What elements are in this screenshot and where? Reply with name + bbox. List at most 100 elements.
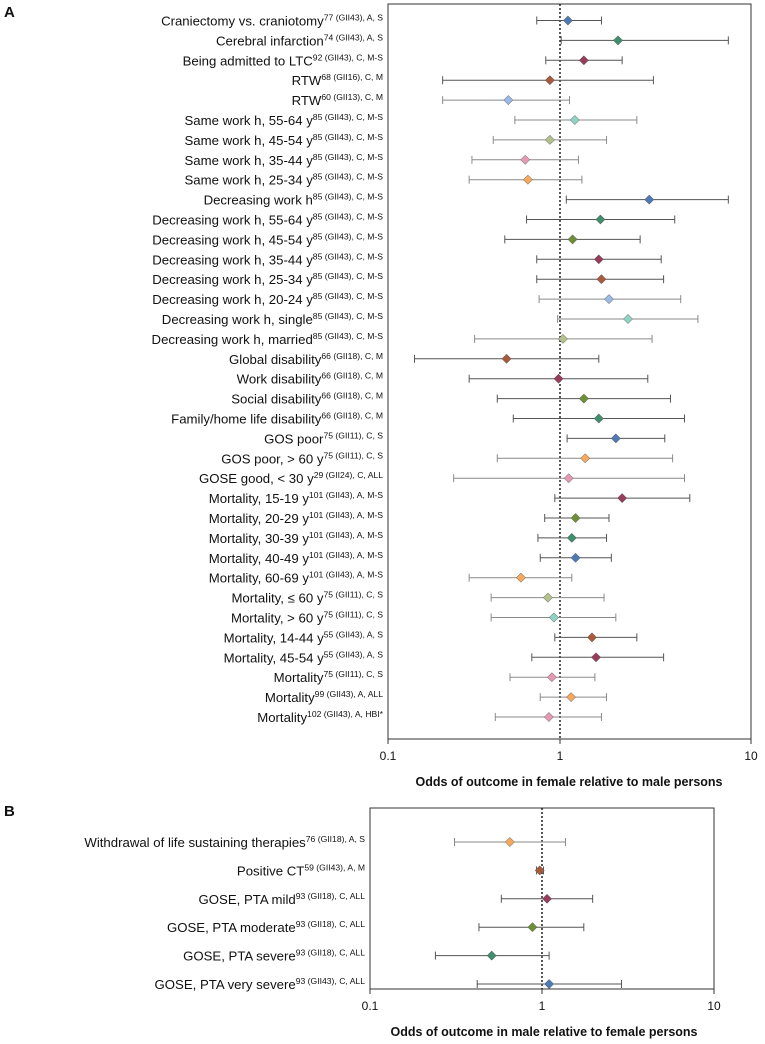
row-label-superscript: 66 (GII18), C, M [321, 391, 383, 401]
row-label: Mortality, 20-29 y101 (GII43), A, M-S [209, 510, 383, 526]
forest-row: Social disability66 (GII18), C, M [231, 391, 671, 407]
row-label-text: Mortality, 30-39 y [209, 531, 310, 546]
row-label-superscript: 85 (GII43), C, M-S [313, 132, 383, 142]
row-label: Mortality, 60-69 y101 (GII43), A, M-S [209, 570, 383, 586]
forest-row: Same work h, 35-44 y85 (GII43), C, M-S [185, 152, 579, 168]
forest-row: Decreasing work h, married85 (GII43), C,… [152, 331, 653, 347]
row-label-text: Decreasing work h, 55-64 y [152, 213, 313, 228]
forest-row: Mortality, 60-69 y101 (GII43), A, M-S [209, 570, 573, 586]
row-label-text: Work disability [237, 372, 322, 387]
point-estimate-marker [501, 353, 512, 364]
panel-a: A Craniectomy vs. craniotomy77 (GII43), … [4, 3, 758, 789]
forest-row: Decreasing work h, 55-64 y85 (GII43), C,… [152, 212, 676, 228]
row-label-superscript: 66 (GII18), C, M [321, 351, 383, 361]
row-label-text: Mortality, 14-44 y [224, 630, 325, 645]
row-label-text: Being admitted to LTC [183, 53, 314, 68]
forest-row: Decreasing work h85 (GII43), C, M-S [204, 192, 729, 208]
row-label-text: Mortality, 45-54 y [224, 650, 325, 665]
row-label-superscript: 85 (GII43), C, M-S [313, 192, 383, 202]
forest-row: GOS poor, > 60 y75 (GII11), C, S [221, 450, 674, 466]
row-label: Decreasing work h85 (GII43), C, M-S [204, 192, 384, 208]
panel-b-tick-label: 1 [539, 999, 546, 1013]
panel-b-x-axis: 0.1 1 10 Odds of outcome in male relativ… [362, 989, 721, 1039]
row-label-superscript: 74 (GII43), A, S [324, 32, 383, 42]
forest-row: Mortality99 (GII43), A, ALL [265, 689, 608, 705]
row-label: RTW60 (GII13), C, M [292, 92, 383, 108]
forest-row: Mortality102 (GII43), A, HBI* [257, 709, 602, 725]
row-label-superscript: 59 (GII43), A, M [304, 862, 365, 872]
panel-a-plot-frame [387, 3, 752, 740]
point-estimate-marker [595, 214, 606, 225]
forest-row: Mortality, 20-29 y101 (GII43), A, M-S [209, 510, 610, 526]
row-label-text: Family/home life disability [171, 412, 322, 427]
forest-row: Mortality, 45-54 y55 (GII43), A, S [224, 649, 665, 665]
point-estimate-marker [593, 413, 604, 424]
forest-row: Being admitted to LTC92 (GII43), C, M-S [183, 52, 623, 68]
panel-a-tick-label: 1 [557, 749, 564, 763]
panel-b-tick-label: 10 [707, 999, 721, 1013]
panel-a-rows: Craniectomy vs. craniotomy77 (GII43), A,… [152, 13, 729, 725]
row-label-superscript: 101 (GII43), A, M-S [309, 530, 383, 540]
row-label: Social disability66 (GII18), C, M [231, 391, 383, 407]
row-label-superscript: 85 (GII43), C, M-S [313, 271, 383, 281]
forest-row: Mortality, 40-49 y101 (GII43), A, M-S [209, 550, 612, 566]
row-label: Mortality, 45-54 y55 (GII43), A, S [224, 649, 384, 665]
row-label-text: GOSE, PTA mild [199, 892, 296, 907]
row-label-text: Cerebral infarction [216, 33, 324, 48]
row-label-superscript: 55 (GII43), A, S [324, 629, 383, 639]
panel-a-x-axis: 0.1 1 10 Odds of outcome in female relat… [380, 739, 758, 789]
row-label: Mortality75 (GII11), C, S [274, 669, 384, 685]
row-label: GOSE, PTA mild93 (GII18), C, ALL [199, 891, 366, 907]
row-label-superscript: 85 (GII43), C, M-S [313, 172, 383, 182]
row-label-superscript: 85 (GII43), C, M-S [313, 152, 383, 162]
row-label-superscript: 93 (GII18), C, ALL [296, 919, 365, 929]
forest-row: Decreasing work h, 20-24 y85 (GII43), C,… [152, 291, 682, 307]
row-label-superscript: 85 (GII43), C, M-S [313, 231, 383, 241]
row-label-superscript: 66 (GII18), C, M [321, 411, 383, 421]
row-label-superscript: 76 (GII18), A, S [306, 834, 365, 844]
point-estimate-marker [578, 393, 589, 404]
row-label-text: GOSE, PTA moderate [167, 920, 296, 935]
row-label-text: Same work h, 35-44 y [185, 153, 314, 168]
row-label: Decreasing work h, 55-64 y85 (GII43), C,… [152, 212, 383, 228]
row-label-text: Global disability [229, 352, 322, 367]
row-label-superscript: 68 (GII16), C, M [321, 72, 383, 82]
forest-row: RTW60 (GII13), C, M [292, 92, 570, 108]
row-label-superscript: 66 (GII18), C, M [321, 371, 383, 381]
row-label: Mortality, 15-19 y101 (GII43), A, M-S [209, 490, 383, 506]
forest-row: RTW68 (GII16), C, M [292, 72, 654, 88]
row-label-text: Social disability [231, 392, 322, 407]
row-label-superscript: 85 (GII43), C, M-S [313, 291, 383, 301]
panel-b-x-axis-title: Odds of outcome in male relative to fema… [390, 1025, 697, 1039]
forest-row: GOSE, PTA mild93 (GII18), C, ALL [199, 891, 594, 907]
forest-row: Positive CT59 (GII43), A, M [237, 862, 545, 878]
row-label-text: Mortality [274, 670, 324, 685]
row-label-superscript: 85 (GII43), C, M-S [313, 212, 383, 222]
forest-row: Decreasing work h, 45-54 y85 (GII43), C,… [152, 231, 641, 247]
row-label-text: GOS poor, > 60 y [221, 451, 324, 466]
point-estimate-marker [527, 922, 538, 933]
point-estimate-marker [544, 75, 555, 86]
point-estimate-marker [610, 433, 621, 444]
row-label-superscript: 77 (GII43), A, S [324, 13, 383, 23]
row-label-text: Craniectomy vs. craniotomy [161, 14, 324, 29]
forest-row: Withdrawal of life sustaining therapies7… [84, 834, 567, 850]
row-label-text: RTW [292, 93, 322, 108]
row-label-superscript: 85 (GII43), C, M-S [313, 112, 383, 122]
row-label-text: Decreasing work h, 20-24 y [152, 292, 313, 307]
row-label: Decreasing work h, 45-54 y85 (GII43), C,… [152, 231, 383, 247]
point-estimate-marker [613, 35, 623, 46]
forest-row: Decreasing work h, single85 (GII43), C, … [162, 311, 699, 327]
point-estimate-marker [534, 865, 545, 876]
row-label-text: Decreasing work h, 35-44 y [152, 252, 313, 267]
row-label-superscript: 75 (GII11), C, S [323, 450, 383, 460]
row-label-superscript: 75 (GII11), C, S [323, 669, 383, 679]
row-label: Positive CT59 (GII43), A, M [237, 862, 365, 878]
row-label: GOS poor, > 60 y75 (GII11), C, S [221, 450, 383, 466]
forest-row: Mortality, 30-39 y101 (GII43), A, M-S [209, 530, 608, 546]
point-estimate-marker [486, 950, 497, 961]
forest-row: Mortality, > 60 y75 (GII11), C, S [231, 610, 617, 626]
row-label-text: Decreasing work h, married [152, 332, 313, 347]
point-estimate-marker [543, 712, 554, 722]
